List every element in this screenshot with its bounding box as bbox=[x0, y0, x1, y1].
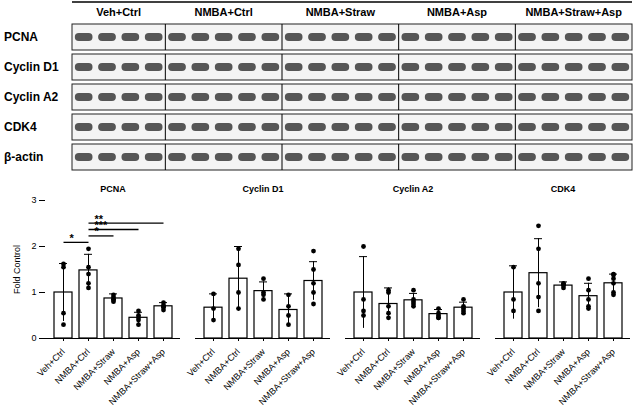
svg-text:CDK4: CDK4 bbox=[4, 120, 37, 134]
svg-text:Veh+Ctrl: Veh+Ctrl bbox=[96, 6, 141, 18]
svg-text:NMBA+Ctrl: NMBA+Ctrl bbox=[52, 346, 92, 386]
svg-text:Veh+Ctrl: Veh+Ctrl bbox=[335, 346, 367, 379]
svg-text:3: 3 bbox=[31, 195, 36, 205]
svg-text:Fold Control: Fold Control bbox=[12, 245, 22, 294]
svg-text:Veh+Ctrl: Veh+Ctrl bbox=[185, 346, 217, 379]
svg-text:β-actin: β-actin bbox=[4, 150, 43, 164]
svg-text:NMBA+Asp: NMBA+Asp bbox=[251, 346, 292, 387]
svg-text:NMBA+Asp: NMBA+Asp bbox=[427, 6, 487, 18]
svg-text:NMBA+Straw: NMBA+Straw bbox=[221, 346, 267, 393]
svg-text:Veh+Ctrl: Veh+Ctrl bbox=[485, 346, 517, 379]
svg-text:NMBA+Ctrl: NMBA+Ctrl bbox=[202, 346, 242, 386]
svg-text:2: 2 bbox=[31, 241, 36, 251]
svg-text:NMBA+Straw: NMBA+Straw bbox=[306, 6, 376, 18]
svg-text:NMBA+Straw+Asp: NMBA+Straw+Asp bbox=[257, 347, 317, 407]
svg-text:NMBA+Asp: NMBA+Asp bbox=[101, 346, 142, 387]
svg-text:NMBA+Asp: NMBA+Asp bbox=[551, 346, 592, 387]
svg-text:NMBA+Straw: NMBA+Straw bbox=[521, 346, 567, 393]
svg-text:CDK4: CDK4 bbox=[551, 184, 576, 194]
svg-text:Cyclin A2: Cyclin A2 bbox=[4, 90, 59, 104]
svg-text:NMBA+Straw+Asp: NMBA+Straw+Asp bbox=[107, 347, 167, 407]
svg-text:NMBA+Ctrl: NMBA+Ctrl bbox=[352, 346, 392, 386]
svg-text:NMBA+Straw+Asp: NMBA+Straw+Asp bbox=[407, 347, 467, 407]
svg-text:NMBA+Straw+Asp: NMBA+Straw+Asp bbox=[557, 347, 617, 407]
svg-text:NMBA+Straw: NMBA+Straw bbox=[71, 346, 117, 393]
svg-text:PCNA: PCNA bbox=[4, 30, 38, 44]
svg-text:1: 1 bbox=[31, 287, 36, 297]
svg-text:Cyclin A2: Cyclin A2 bbox=[393, 184, 434, 194]
svg-text:**: ** bbox=[95, 213, 104, 225]
svg-text:NMBA+Ctrl: NMBA+Ctrl bbox=[502, 346, 542, 386]
svg-text:NMBA+Straw+Asp: NMBA+Straw+Asp bbox=[525, 6, 622, 18]
svg-text:0: 0 bbox=[31, 333, 36, 343]
svg-text:PCNA: PCNA bbox=[100, 184, 126, 194]
svg-text:NMBA+Asp: NMBA+Asp bbox=[401, 346, 442, 387]
svg-text:NMBA+Ctrl: NMBA+Ctrl bbox=[194, 6, 252, 18]
svg-text:Cyclin D1: Cyclin D1 bbox=[4, 60, 59, 74]
svg-text:*: * bbox=[70, 232, 75, 244]
svg-text:Cyclin D1: Cyclin D1 bbox=[242, 184, 283, 194]
svg-text:Veh+Ctrl: Veh+Ctrl bbox=[35, 346, 67, 379]
svg-text:NMBA+Straw: NMBA+Straw bbox=[371, 346, 417, 393]
